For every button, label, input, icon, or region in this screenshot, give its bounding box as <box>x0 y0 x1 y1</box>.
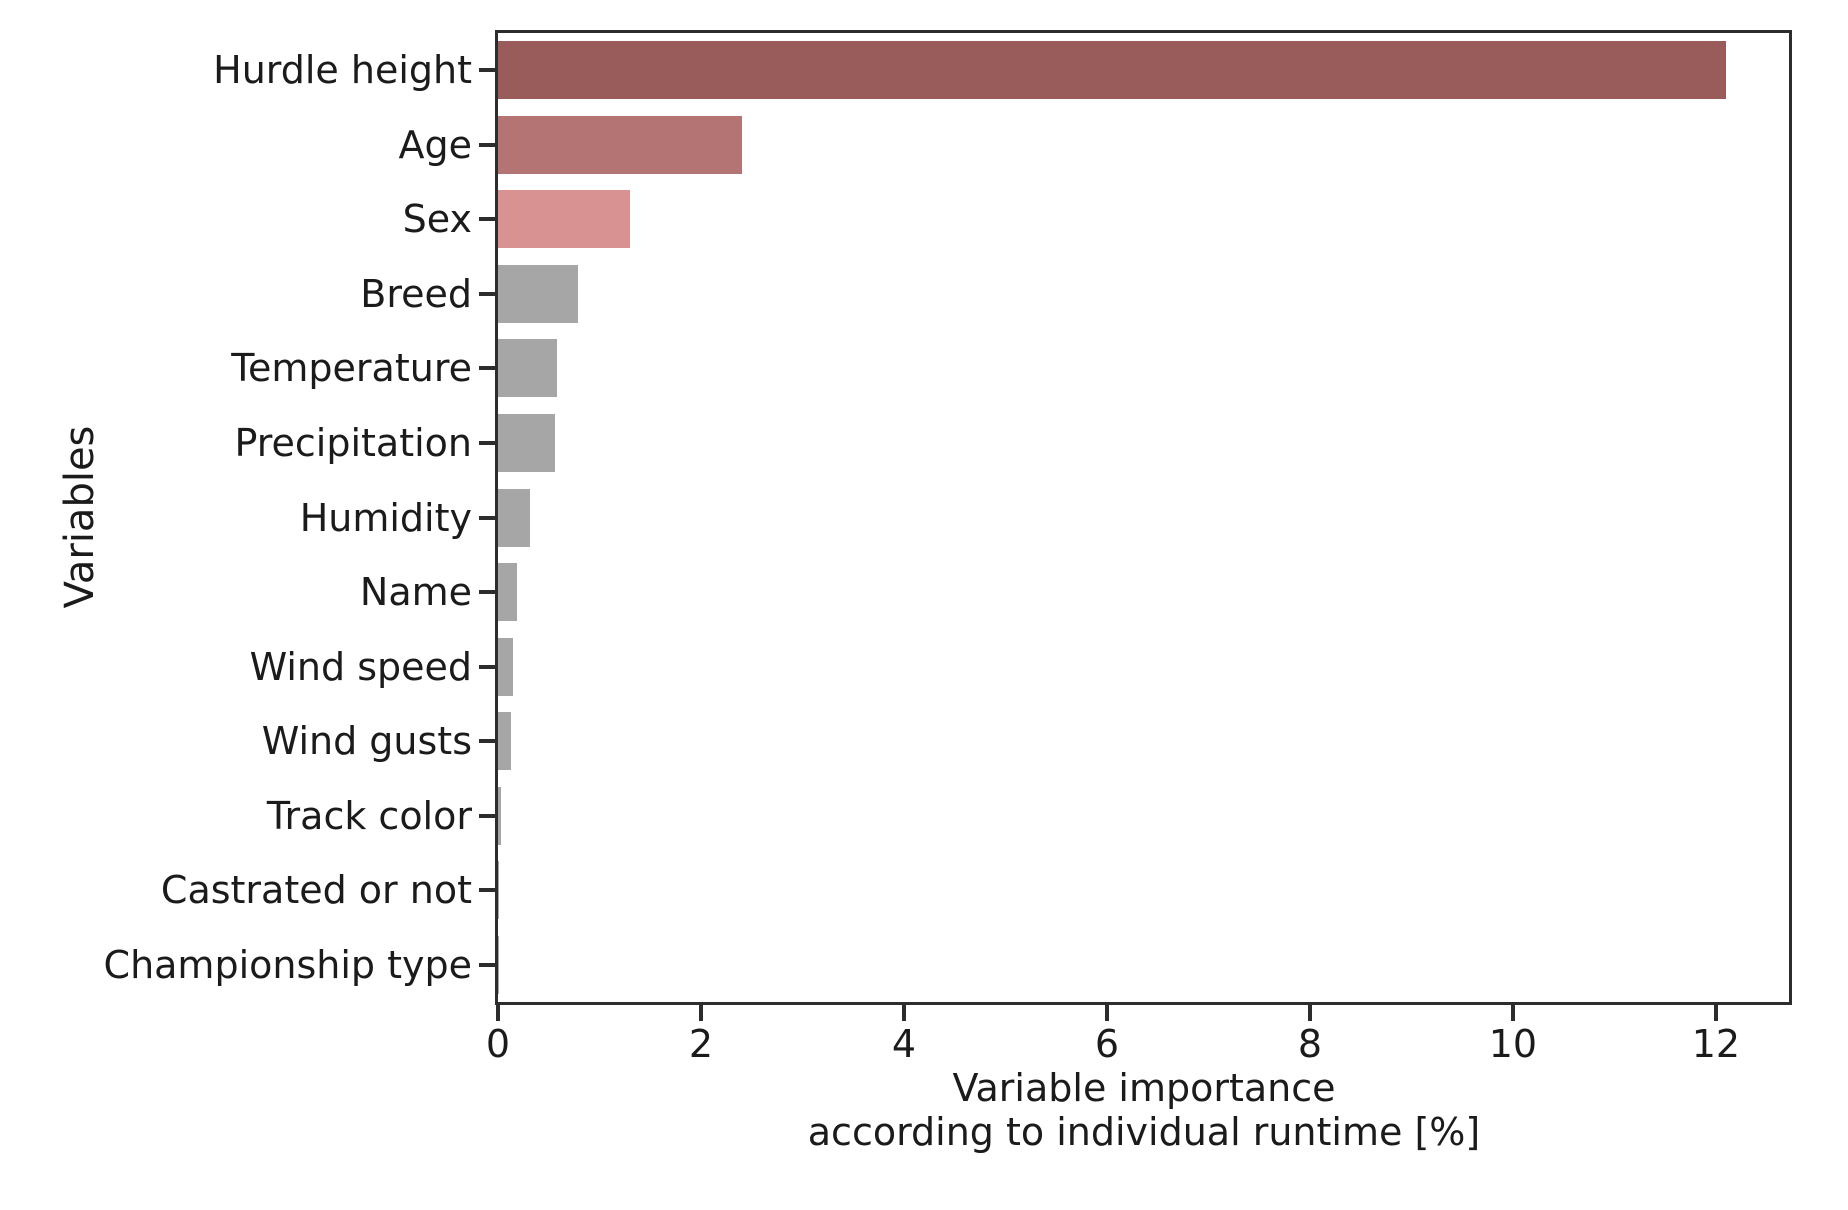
y-label-track-color: Track color <box>266 793 472 838</box>
y-tick-wind-gusts <box>479 739 495 744</box>
bar-wind-gusts <box>498 712 512 771</box>
bar-track-color <box>498 786 502 845</box>
y-tick-breed <box>479 291 495 296</box>
y-tick-age <box>479 142 495 147</box>
y-label-sex: Sex <box>402 197 472 242</box>
y-label-precipitation: Precipitation <box>234 420 472 465</box>
x-tick-label-8: 8 <box>1297 1022 1323 1066</box>
y-label-wind-gusts: Wind gusts <box>261 719 472 764</box>
bar-temperature <box>498 339 557 398</box>
y-label-championship-type: Championship type <box>103 942 472 987</box>
bar-sex <box>498 190 630 249</box>
x-tick-label-2: 2 <box>688 1022 714 1066</box>
bar-hurdle-height <box>498 41 1727 100</box>
bar-breed <box>498 264 579 323</box>
y-tick-precipitation <box>479 440 495 445</box>
y-tick-championship-type <box>479 962 495 967</box>
x-tick-0 <box>496 1005 500 1021</box>
x-tick-label-12: 12 <box>1691 1022 1741 1066</box>
x-axis-title-line2: according to individual runtime [%] <box>807 1110 1481 1154</box>
x-tick-label-10: 10 <box>1488 1022 1538 1066</box>
y-tick-name <box>479 590 495 595</box>
x-tick-2 <box>698 1005 703 1021</box>
y-tick-sex <box>479 217 495 222</box>
y-tick-track-color <box>479 813 495 818</box>
y-label-castrated-or-not: Castrated or not <box>160 868 472 913</box>
y-tick-castrated-or-not <box>479 888 495 893</box>
bar-humidity <box>498 488 531 547</box>
bar-castrated-or-not <box>498 861 499 920</box>
x-axis-title-line1: Variable importance <box>952 1066 1336 1110</box>
y-tick-wind-speed <box>479 664 495 669</box>
y-label-age: Age <box>398 122 473 167</box>
y-label-hurdle-height: Hurdle height <box>213 48 472 93</box>
bar-age <box>498 115 742 174</box>
x-tick-label-0: 0 <box>485 1022 511 1066</box>
bar-name <box>498 563 518 622</box>
y-label-breed: Breed <box>360 271 472 316</box>
x-axis-title: Variable importance according to individ… <box>644 1066 1644 1154</box>
y-label-temperature: Temperature <box>231 346 472 391</box>
y-label-name: Name <box>359 570 472 615</box>
x-tick-8 <box>1307 1005 1312 1021</box>
x-tick-10 <box>1510 1005 1515 1021</box>
bar-wind-speed <box>498 637 514 696</box>
y-tick-hurdle-height <box>479 68 495 73</box>
x-tick-6 <box>1104 1005 1109 1021</box>
x-tick-label-6: 6 <box>1094 1022 1120 1066</box>
y-tick-humidity <box>479 515 495 520</box>
y-label-wind-speed: Wind speed <box>249 644 472 689</box>
bar-championship-type <box>498 935 499 994</box>
bar-precipitation <box>498 413 555 472</box>
x-tick-12 <box>1713 1005 1718 1021</box>
x-tick-label-4: 4 <box>891 1022 917 1066</box>
plot-area <box>495 30 1792 1005</box>
y-tick-temperature <box>479 366 495 371</box>
y-label-humidity: Humidity <box>299 495 472 540</box>
x-tick-4 <box>901 1005 906 1021</box>
